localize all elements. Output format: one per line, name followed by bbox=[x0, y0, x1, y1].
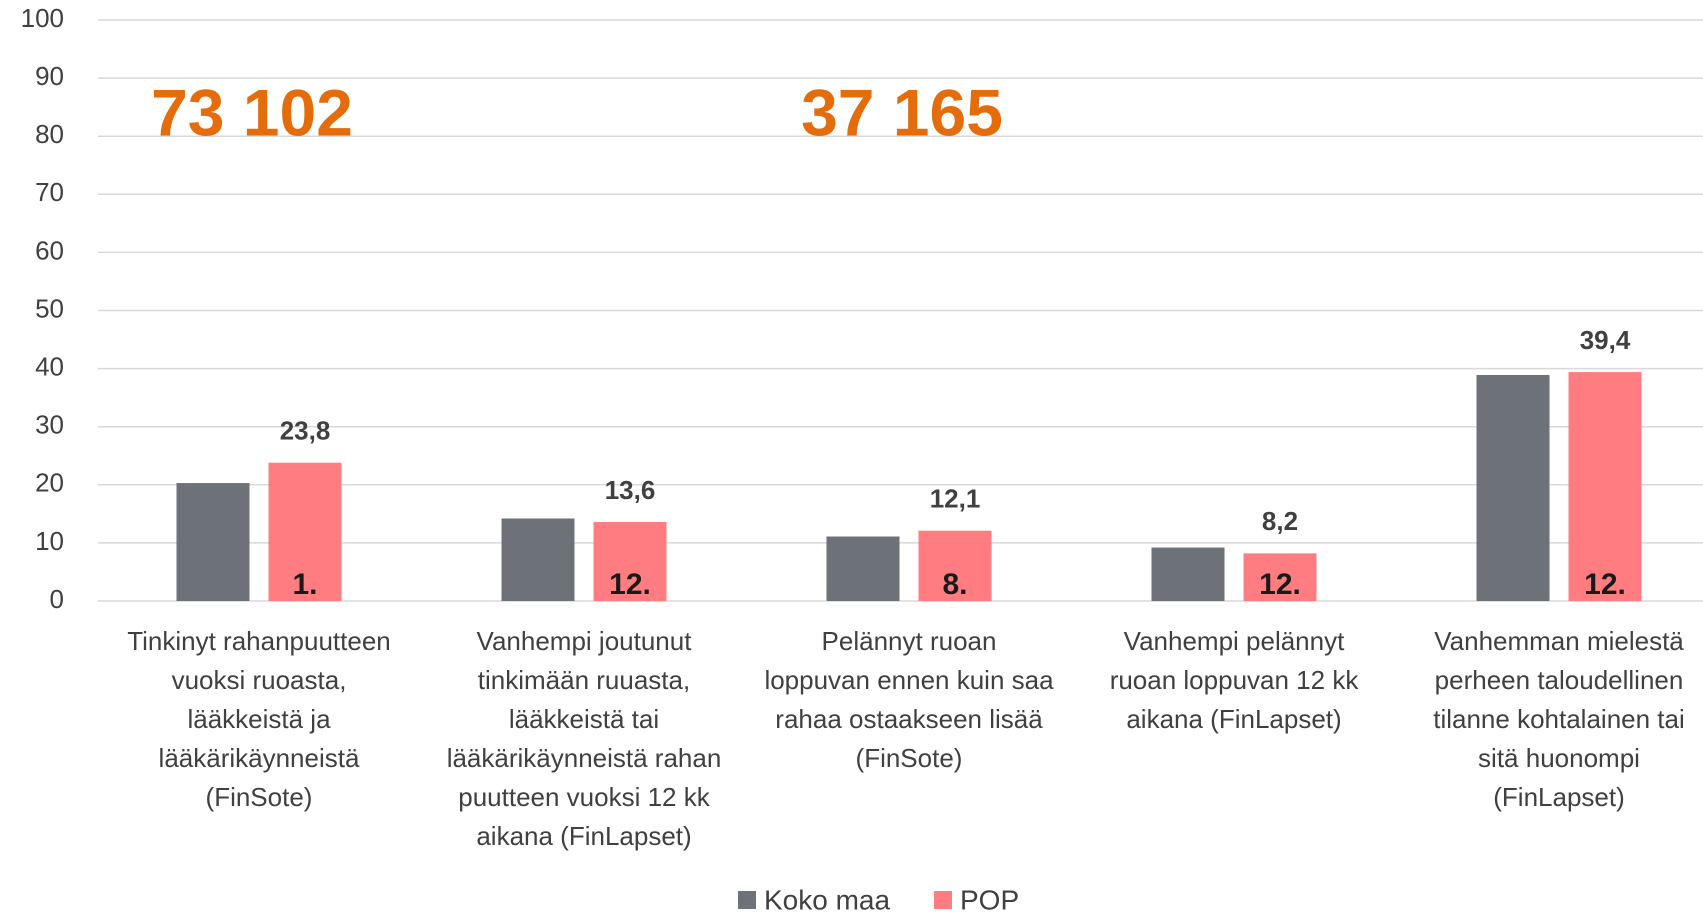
x-tick-line: perheen taloudellinen bbox=[1435, 665, 1684, 695]
x-tick-line: aikana (FinLapset) bbox=[476, 821, 691, 851]
x-tick-line: Vanhempi joutunut bbox=[477, 626, 693, 656]
rank-label: 1. bbox=[292, 568, 317, 601]
value-label: 12,1 bbox=[930, 484, 981, 514]
annotation: 73 102 bbox=[151, 75, 353, 149]
bar bbox=[1568, 372, 1642, 601]
annotation: 37 165 bbox=[801, 75, 1003, 149]
y-tick-label: 90 bbox=[35, 61, 64, 91]
rank-label: 12. bbox=[609, 568, 651, 601]
bar bbox=[1476, 374, 1550, 601]
y-tick-label: 20 bbox=[35, 468, 64, 498]
x-tick-line: rahaa ostaakseen lisää bbox=[775, 704, 1043, 734]
x-tick-line: Pelännyt ruoan bbox=[822, 626, 997, 656]
x-tick-line: tilanne kohtalainen tai bbox=[1433, 704, 1685, 734]
x-tick-line: lääkärikäynneistä bbox=[159, 743, 360, 773]
bar bbox=[826, 536, 900, 601]
y-tick-label: 10 bbox=[35, 526, 64, 556]
legend-label: POP bbox=[960, 884, 1019, 915]
x-tick-line: puutteen vuoksi 12 kk bbox=[458, 782, 710, 812]
y-tick-label: 40 bbox=[35, 351, 64, 381]
y-tick-label: 100 bbox=[21, 3, 64, 33]
value-label: 23,8 bbox=[280, 416, 331, 446]
x-tick-line: aikana (FinLapset) bbox=[1126, 704, 1341, 734]
y-tick-label: 30 bbox=[35, 410, 64, 440]
x-tick-line: (FinLapset) bbox=[1493, 782, 1625, 812]
value-label: 8,2 bbox=[1262, 506, 1298, 536]
rank-label: 12. bbox=[1584, 568, 1626, 601]
bar bbox=[918, 530, 992, 601]
legend-label: Koko maa bbox=[764, 884, 890, 915]
x-tick-label: Pelännyt ruoan loppuvan ennen kuin saa rah… bbox=[764, 626, 1054, 773]
x-tick-line: tinkimään ruuasta, bbox=[478, 665, 690, 695]
x-tick-line: lääkkeistä tai bbox=[509, 704, 659, 734]
x-tick-line: loppuvan ennen kuin saa bbox=[764, 665, 1054, 695]
legend-swatch bbox=[934, 891, 952, 909]
x-tick-line: lääkärikäynneistä rahan bbox=[447, 743, 722, 773]
bar bbox=[268, 462, 342, 601]
rank-label: 8. bbox=[942, 568, 967, 601]
x-tick-line: (FinSote) bbox=[856, 743, 963, 773]
bar bbox=[176, 483, 250, 601]
value-label: 13,6 bbox=[605, 475, 656, 505]
bar bbox=[501, 518, 575, 601]
x-tick-line: Vanhemman mielestä bbox=[1434, 626, 1684, 656]
y-tick-label: 50 bbox=[35, 293, 64, 323]
y-tick-label: 70 bbox=[35, 177, 64, 207]
bar bbox=[1151, 547, 1225, 601]
x-tick-label: Vanhemman mielestä perheen taloudellinen t… bbox=[1433, 626, 1685, 812]
x-tick-label: Vanhempi pelännyt ruoan loppuvan 12 kk aik… bbox=[1110, 626, 1360, 734]
y-tick-label: 60 bbox=[35, 235, 64, 265]
y-tick-label: 80 bbox=[35, 119, 64, 149]
x-tick-line: ruoan loppuvan 12 kk bbox=[1110, 665, 1360, 695]
bar bbox=[1243, 553, 1317, 601]
x-tick-label: Tinkinyt rahanpuutteen vuoksi ruoasta, lää… bbox=[127, 626, 391, 812]
y-tick-label: 0 bbox=[50, 584, 64, 614]
value-label: 39,4 bbox=[1580, 325, 1631, 355]
x-tick-line: (FinSote) bbox=[206, 782, 313, 812]
x-tick-line: lääkkeistä ja bbox=[187, 704, 331, 734]
x-tick-label: Vanhempi joutunut tinkimään ruuasta, lääkk… bbox=[447, 626, 722, 851]
legend-swatch bbox=[738, 891, 756, 909]
rank-label: 12. bbox=[1259, 568, 1301, 601]
x-tick-line: Vanhempi pelännyt bbox=[1124, 626, 1345, 656]
x-tick-line: sitä huonompi bbox=[1478, 743, 1640, 773]
x-tick-line: Tinkinyt rahanpuutteen bbox=[127, 626, 391, 656]
x-tick-line: vuoksi ruoasta, bbox=[172, 665, 347, 695]
bar bbox=[593, 521, 667, 601]
